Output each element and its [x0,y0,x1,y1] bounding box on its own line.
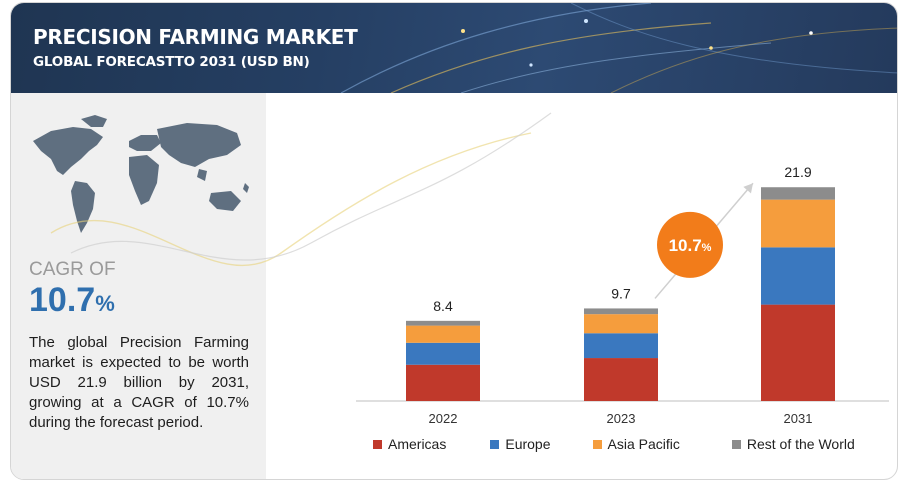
legend-label: Asia Pacific [607,436,680,452]
legend-label: Rest of the World [746,436,855,452]
bar-segment-europe-2023 [584,333,658,359]
cagr-number: 10.7 [29,281,96,319]
bar-total-label: 9.7 [611,285,631,301]
bar-segment-rest-of-the-world-2023 [584,308,658,315]
bar-segment-americas-2023 [584,358,658,401]
bar-segment-europe-2031 [761,247,835,305]
page-title: PRECISION FARMING MARKET [33,25,358,49]
banner-light-streaks [340,3,897,93]
cagr-badge [657,211,723,278]
x-tick-label: 2031 [784,411,813,426]
bar-segment-rest-of-the-world-2022 [406,320,480,326]
legend-swatch [373,439,382,449]
chart-legend: Americas Europe Asia Pacific Rest of the Wo… [373,436,855,452]
cagr-value: 10.7% [29,281,115,320]
stacked-bar-chart: 8.4 2022 9.7 2023 21.9 2031 10.7% [356,164,889,426]
x-tick-label: 2022 [429,411,458,426]
bar-segment-asia-pacific-2023 [584,314,658,334]
bar-segment-americas-2031 [761,304,835,401]
legend-label: Europe [505,436,551,452]
legend-item-asia-pacific: Asia Pacific [592,436,680,452]
legend-item-rest-of-the-world: Rest of the World [731,436,855,452]
bar-total-label: 8.4 [433,298,453,314]
legend-label: Americas [388,436,447,452]
bar-segment-americas-2022 [406,364,480,401]
bar-total-label: 21.9 [784,164,811,180]
page-subtitle: GLOBAL FORECASTTO 2031 (USD BN) [33,54,310,70]
bar-segment-rest-of-the-world-2031 [761,187,835,200]
market-description: The global Precision Farming market is e… [29,334,249,431]
header-banner: PRECISION FARMING MARKET GLOBAL FORECAST… [11,3,897,93]
bar-segment-europe-2022 [406,342,480,365]
legend-item-europe: Europe [490,436,551,452]
legend-swatch [731,439,741,449]
legend-swatch [592,439,602,449]
cagr-badge-label: 10.7% [669,236,712,255]
infographic-card: PRECISION FARMING MARKET GLOBAL FORECAST… [10,2,898,480]
cagr-unit: % [95,291,115,316]
legend-swatch [490,439,500,449]
legend-item-americas: Americas [373,436,446,452]
x-tick-label: 2023 [607,411,636,426]
bar-segment-asia-pacific-2022 [406,325,480,343]
bar-segment-asia-pacific-2031 [761,199,835,248]
growth-arrow-head [743,183,753,194]
